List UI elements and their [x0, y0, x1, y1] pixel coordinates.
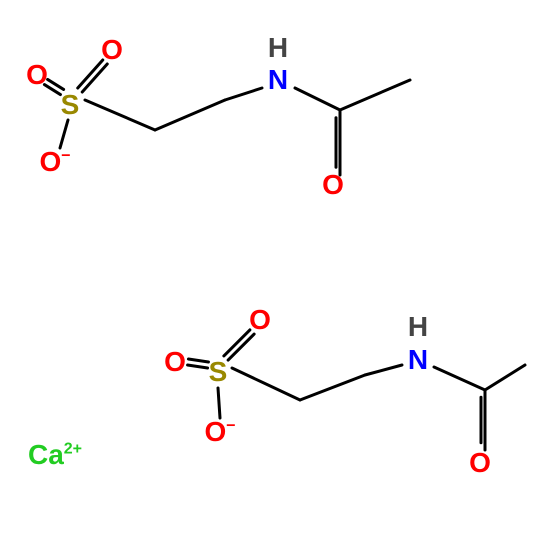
atom-H2: H — [408, 311, 428, 343]
atom-O2: O — [101, 34, 123, 66]
atom-S1: S — [61, 89, 80, 121]
atom-Ca: Ca2+ — [28, 439, 82, 471]
atom-O5: O — [164, 346, 186, 378]
atom-N1: N — [268, 64, 288, 96]
atom-O7: O− — [204, 416, 235, 448]
atom-S2: S — [209, 356, 228, 388]
atom-O4: O — [322, 169, 344, 201]
atom-N2: N — [408, 344, 428, 376]
atom-O1: O — [26, 59, 48, 91]
atom-O6: O — [249, 304, 271, 336]
atom-H1: H — [268, 32, 288, 64]
atom-O3: O− — [39, 146, 70, 178]
atom-O8: O — [469, 447, 491, 479]
